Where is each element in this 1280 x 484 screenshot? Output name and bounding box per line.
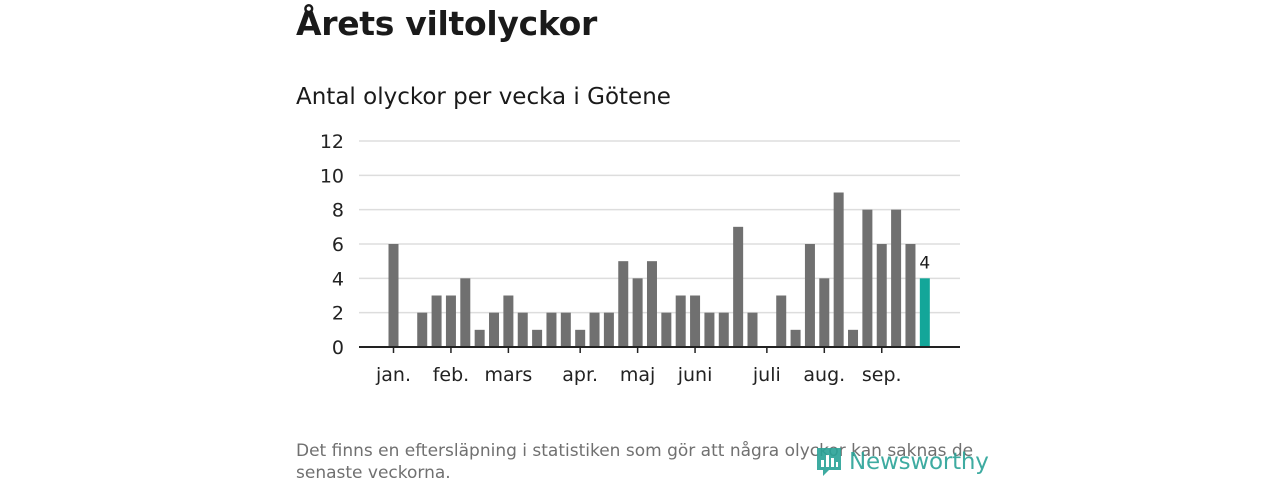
bar-week-20 xyxy=(661,312,672,347)
bar-week-19 xyxy=(646,261,657,347)
bar-week-21 xyxy=(675,295,686,347)
bar-week-30 xyxy=(804,244,815,347)
x-tick-label: sep. xyxy=(862,364,902,386)
grid-lines xyxy=(359,140,960,314)
x-tick-label: juli xyxy=(752,364,781,386)
bar-week-14 xyxy=(575,329,586,347)
bar-week-6 xyxy=(460,278,471,347)
bar-week-32 xyxy=(833,192,844,347)
bar-week-22 xyxy=(690,295,701,347)
chart-title: Årets viltolyckor xyxy=(296,4,597,43)
bar-week-17 xyxy=(618,261,629,347)
bar-week-8 xyxy=(489,312,500,347)
chart-subtitle: Antal olyckor per vecka i Götene xyxy=(296,84,671,110)
x-axis-tick-labels: jan. feb. mars apr. maj juni juli aug. sep. xyxy=(375,364,902,386)
x-tick-label: jan. xyxy=(375,364,411,386)
bar-week-10 xyxy=(517,312,528,347)
bar-week-31 xyxy=(819,278,830,347)
newsworthy-logo: Newsworthy xyxy=(815,446,989,478)
bar-week-38 xyxy=(919,278,930,347)
bar-week-33 xyxy=(848,329,859,347)
y-tick-label: 2 xyxy=(332,303,344,325)
bar-week-29 xyxy=(790,329,801,347)
bar-chart: 0 2 4 6 8 10 12 jan. feb. mars apr. maj juni juli aug… xyxy=(320,131,960,386)
y-axis-tick-labels: 0 2 4 6 8 10 12 xyxy=(320,131,344,359)
bar-week-5 xyxy=(445,295,456,347)
data-labels: 4 xyxy=(919,253,930,273)
x-axis xyxy=(359,346,960,353)
y-tick-label: 10 xyxy=(320,165,344,187)
bar-week-9 xyxy=(503,295,514,347)
y-tick-label: 8 xyxy=(332,200,344,222)
x-tick-label: apr. xyxy=(562,364,598,386)
y-tick-label: 6 xyxy=(332,234,344,256)
bar-week-26 xyxy=(747,312,758,347)
bar-week-34 xyxy=(862,209,873,347)
bar-week-7 xyxy=(474,329,485,347)
newsworthy-icon xyxy=(817,448,841,476)
bar-week-1 xyxy=(388,244,399,347)
bar-week-23 xyxy=(704,312,715,347)
x-tick-label: maj xyxy=(620,364,655,386)
x-tick-label: mars xyxy=(484,364,532,386)
bar-week-13 xyxy=(560,312,571,347)
bar-week-18 xyxy=(632,278,643,347)
bar-week-12 xyxy=(546,312,557,347)
bar-week-16 xyxy=(603,312,614,347)
y-tick-label: 4 xyxy=(332,268,344,290)
highlight-value-label: 4 xyxy=(919,253,930,273)
bar-week-3 xyxy=(417,312,428,347)
bar-week-15 xyxy=(589,312,600,347)
bar-week-37 xyxy=(905,244,916,347)
y-tick-label: 12 xyxy=(320,131,344,153)
bar-week-35 xyxy=(876,244,887,347)
footnote: Det finns en eftersläpning i statistiken… xyxy=(296,441,974,483)
bar-week-25 xyxy=(733,226,744,347)
brand-name: Newsworthy xyxy=(849,449,989,475)
x-tick-label: feb. xyxy=(433,364,469,386)
bar-week-4 xyxy=(431,295,442,347)
y-tick-label: 0 xyxy=(332,337,344,359)
x-tick-label: aug. xyxy=(803,364,845,386)
bar-week-36 xyxy=(891,209,902,347)
bar-week-24 xyxy=(718,312,729,347)
x-tick-label: juni xyxy=(677,364,713,386)
bar-week-11 xyxy=(532,329,543,347)
bar-week-28 xyxy=(776,295,787,347)
bars xyxy=(388,192,930,347)
